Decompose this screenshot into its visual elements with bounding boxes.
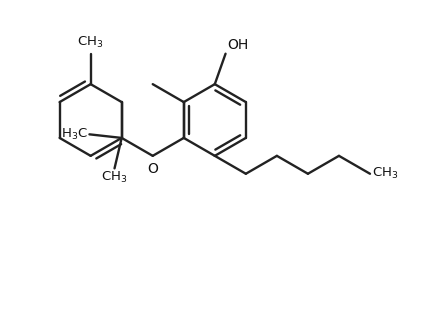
Text: H$_3$C: H$_3$C <box>61 127 88 142</box>
Text: CH$_3$: CH$_3$ <box>371 166 398 181</box>
Text: CH$_3$: CH$_3$ <box>101 170 128 185</box>
Text: OH: OH <box>227 38 249 52</box>
Text: O: O <box>147 162 158 176</box>
Text: CH$_3$: CH$_3$ <box>78 36 104 51</box>
